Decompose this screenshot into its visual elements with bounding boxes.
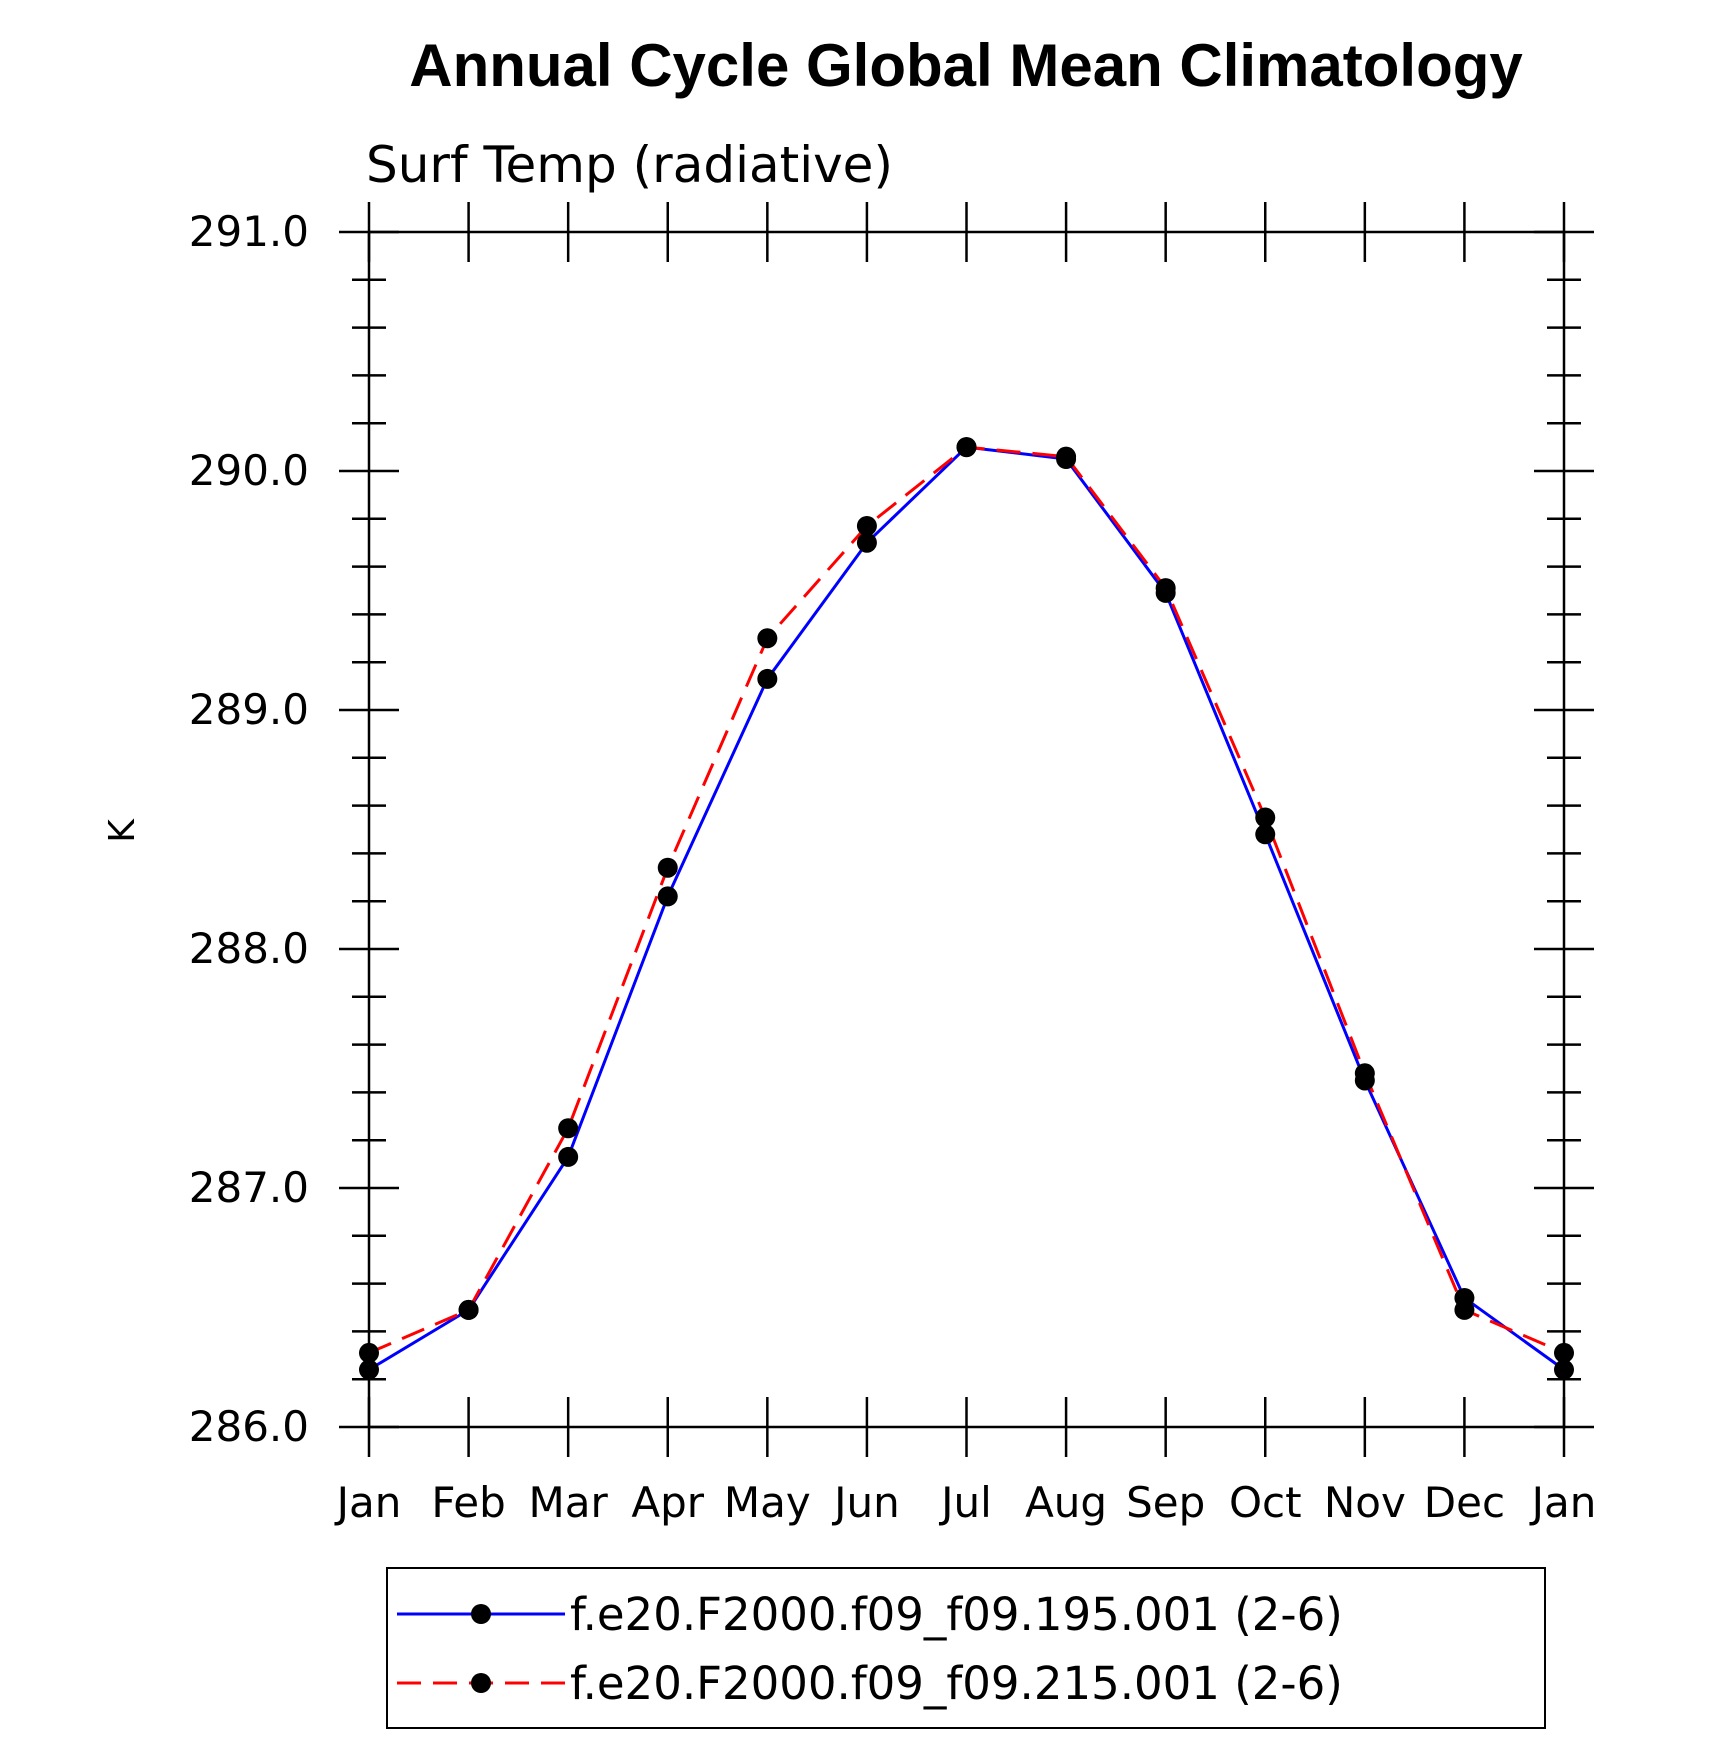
series-2-point <box>458 1299 479 1320</box>
x-tick-label: Dec <box>1424 1478 1505 1527</box>
x-tick-label: Mar <box>529 1478 609 1527</box>
series-2-point <box>1554 1342 1574 1363</box>
series-2-point <box>757 628 778 649</box>
series-2-point <box>1454 1299 1475 1320</box>
x-tick-label: Jan <box>1529 1478 1597 1527</box>
legend: f.e20.F2000.f09_f09.195.001 (2-6) f.e20.F… <box>386 1567 1546 1729</box>
x-tick-label: Oct <box>1229 1478 1302 1527</box>
series-layer <box>359 437 1574 1380</box>
chart-title: Annual Cycle Global Mean Climatology <box>409 32 1523 99</box>
series-2-point <box>359 1342 379 1363</box>
x-tick-label: Jun <box>831 1478 900 1527</box>
y-axis-ticks: 286.0 287.0 288.0 289.0 290.0 291.0 <box>189 207 1594 1451</box>
series-2-point <box>1255 807 1276 828</box>
series-1-point <box>1255 824 1276 845</box>
series-1-point <box>657 886 678 907</box>
y-tick-label: 287.0 <box>189 1163 309 1212</box>
x-tick-label: Jan <box>334 1478 402 1527</box>
legend-label-1: f.e20.F2000.f09_f09.195.001 (2-6) <box>570 1588 1343 1641</box>
y-tick-label: 290.0 <box>189 446 309 495</box>
series-2-point <box>1155 578 1176 599</box>
series-2-point <box>657 857 678 878</box>
y-tick-label: 289.0 <box>189 685 309 734</box>
y-axis-label: K <box>102 818 143 843</box>
x-tick-label: May <box>724 1478 811 1527</box>
legend-box <box>386 1567 1546 1729</box>
x-tick-label: Sep <box>1126 1478 1205 1527</box>
legend-marker-2 <box>471 1673 491 1693</box>
series-1-point <box>558 1146 579 1167</box>
plot-frame <box>367 230 1566 1429</box>
y-tick-label: 288.0 <box>189 924 309 973</box>
x-tick-label: Apr <box>631 1478 704 1527</box>
series-2-point <box>856 515 877 536</box>
series-2-point <box>558 1118 579 1139</box>
x-tick-label: Aug <box>1025 1478 1107 1527</box>
y-tick-label: 291.0 <box>189 207 309 256</box>
series-1-point <box>757 668 778 689</box>
x-tick-label: Nov <box>1324 1478 1406 1527</box>
x-tick-label: Feb <box>431 1478 505 1527</box>
legend-label-2: f.e20.F2000.f09_f09.215.001 (2-6) <box>570 1657 1343 1710</box>
series-1-point <box>1554 1359 1574 1380</box>
legend-marker-1 <box>471 1604 491 1624</box>
series-2-point <box>1056 446 1077 467</box>
series-1-point <box>359 1359 379 1380</box>
chart-subtitle: Surf Temp (radiative) <box>366 136 893 194</box>
series-1-point <box>856 532 877 553</box>
series-2-point <box>956 437 977 458</box>
x-tick-label: Jul <box>938 1478 992 1527</box>
y-tick-label: 286.0 <box>189 1402 309 1451</box>
x-axis-ticks: Jan Feb Mar Apr May Jun Jul Aug Sep Oct Nov Dec Jan <box>334 202 1597 1527</box>
series-2-point <box>1354 1063 1375 1084</box>
